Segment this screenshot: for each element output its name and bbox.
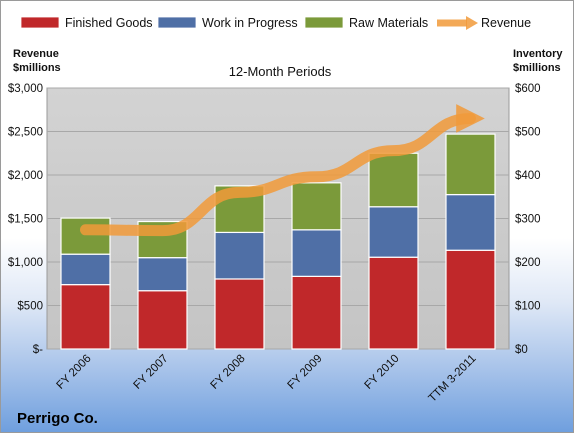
bar-segment xyxy=(445,249,496,350)
revenue-line xyxy=(80,104,485,237)
bar-segment xyxy=(368,152,419,208)
bar-segment xyxy=(60,253,111,286)
x-tick-label: FY 2006 xyxy=(55,353,94,392)
revenue-line-path xyxy=(80,104,485,237)
bar-segment xyxy=(368,206,419,258)
legend-item: Work in Progress xyxy=(157,16,298,30)
legend-arrow-head xyxy=(466,16,478,30)
bar-segment xyxy=(445,133,496,196)
bar-segment xyxy=(214,278,265,350)
legend-swatch xyxy=(20,16,60,29)
legend-item: Finished Goods xyxy=(20,16,153,30)
x-tick-label: FY 2007 xyxy=(132,353,171,392)
x-tick-label: FY 2009 xyxy=(286,353,325,392)
x-axis-ticks: FY 2006 FY 2007 FY 2008 FY 2009 FY 2010 TTM 3… xyxy=(55,353,479,405)
left-tick-label: $- xyxy=(33,344,43,356)
legend-label: Revenue xyxy=(481,16,531,30)
left-axis-ticks: $- $500 $1,000 $1,500 $2,000 $2,500 $3,000 xyxy=(8,83,43,356)
chart-title: 12-Month Periods xyxy=(229,64,332,79)
left-tick-label: $3,000 xyxy=(8,83,43,95)
right-axis-ticks: $0 $100 $200 $300 $400 $500 $600 xyxy=(515,83,541,356)
legend-swatch xyxy=(157,16,197,29)
bar-segment xyxy=(60,284,111,350)
x-tick-label: TTM 3-2011 xyxy=(426,353,478,405)
bar-segment xyxy=(291,275,342,350)
x-tick-label: FY 2008 xyxy=(209,353,248,392)
right-tick-label: $500 xyxy=(515,127,541,139)
bar-segment xyxy=(60,217,111,255)
left-tick-label: $1,500 xyxy=(8,214,43,226)
right-tick-label: $400 xyxy=(515,170,541,182)
legend-item: Raw Materials xyxy=(304,16,428,30)
legend-swatch xyxy=(304,16,344,29)
legend-label: Work in Progress xyxy=(202,16,298,30)
right-tick-label: $100 xyxy=(515,301,541,313)
bar-segment xyxy=(368,256,419,350)
right-axis-title-line1: Inventory xyxy=(513,48,563,60)
bar-segment xyxy=(291,229,342,277)
legend-item: Revenue xyxy=(437,16,531,30)
legend: Finished Goods Work in Progress Raw Materi… xyxy=(20,16,531,30)
left-tick-label: $500 xyxy=(17,301,43,313)
bar-stacks xyxy=(60,133,496,350)
left-axis-title-line2: $millions xyxy=(13,62,61,74)
x-tick-label: FY 2010 xyxy=(363,353,402,392)
left-tick-label: $2,000 xyxy=(8,170,43,182)
right-tick-label: $600 xyxy=(515,83,541,95)
bar-segment xyxy=(137,257,188,292)
bar-segment xyxy=(214,231,265,280)
right-tick-label: $300 xyxy=(515,214,541,226)
legend-label: Finished Goods xyxy=(65,16,153,30)
left-axis-title-line1: Revenue xyxy=(13,48,59,60)
right-tick-label: $0 xyxy=(515,344,528,356)
bar-segment xyxy=(445,193,496,251)
legend-label: Raw Materials xyxy=(349,16,428,30)
left-tick-label: $1,000 xyxy=(8,257,43,269)
bar-segment xyxy=(137,290,188,350)
right-axis-title-line2: $millions xyxy=(513,62,561,74)
left-tick-label: $2,500 xyxy=(8,127,43,139)
right-tick-label: $200 xyxy=(515,257,541,269)
company-name: Perrigo Co. xyxy=(17,410,98,427)
bar-segment xyxy=(291,182,342,231)
